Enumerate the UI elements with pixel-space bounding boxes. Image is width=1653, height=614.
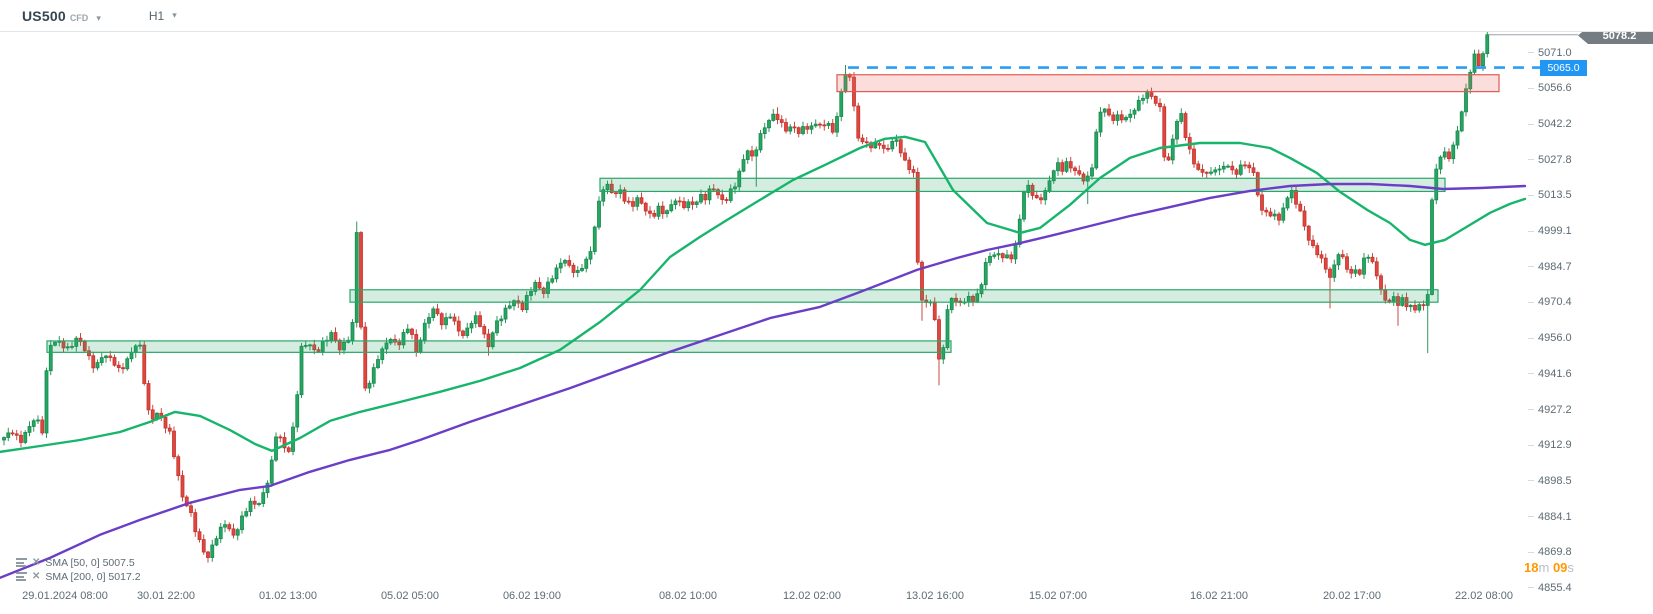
price-tick-label: 5013.5 — [1528, 189, 1648, 201]
alert-price-badge[interactable]: 5065.0 — [1540, 60, 1587, 76]
candle-countdown-timer: 18m 09s — [1524, 560, 1574, 575]
price-tick-label: 4855.4 — [1528, 582, 1648, 594]
support-zone[interactable] — [599, 177, 1446, 193]
price-tick-label: 4884.1 — [1528, 511, 1648, 523]
symbol-selector[interactable]: US500 CFD ▾ — [22, 8, 101, 24]
timer-seconds-unit: s — [1567, 560, 1574, 575]
timer-minutes: 18 — [1524, 560, 1539, 575]
price-tick-label: 5027.8 — [1528, 154, 1648, 166]
remove-indicator-icon[interactable]: ✕ — [32, 571, 41, 582]
indicator-row-sma200: ✕ SMA [200, 0] 5017.2 — [16, 570, 141, 583]
candles — [2, 25, 1490, 563]
time-tick-label: 29.01.2024 08:00 — [22, 590, 108, 602]
price-tick-label: 4984.7 — [1528, 261, 1648, 273]
time-tick-label: 05.02 05:00 — [380, 590, 440, 602]
remove-indicator-icon[interactable]: ✕ — [32, 557, 41, 568]
chart-toolbar: US500 CFD ▾ H1 ▾ — [0, 0, 1653, 32]
support-zone[interactable] — [349, 289, 1439, 303]
time-axis[interactable]: 29.01.2024 08:00 30.01 22:00 01.02 13:00 05… — [0, 586, 1528, 614]
time-tick-label: 13.02 16:00 — [905, 590, 965, 602]
indicator-label: SMA [50, 0] 5007.5 — [45, 556, 135, 569]
indicator-row-sma50: ✕ SMA [50, 0] 5007.5 — [16, 556, 141, 569]
price-tick-label: 4941.6 — [1528, 368, 1648, 380]
sma-200-line[interactable] — [0, 182, 1527, 579]
price-zones[interactable] — [46, 74, 1500, 353]
time-tick-label: 30.01 22:00 — [136, 590, 196, 602]
price-tick-label: 4970.4 — [1528, 296, 1648, 308]
time-tick-label: 01.02 13:00 — [258, 590, 318, 602]
time-tick-label: 08.02 10:00 — [658, 590, 718, 602]
time-tick-label: 06.02 19:00 — [502, 590, 562, 602]
timeframe-label: H1 — [148, 8, 165, 23]
price-tick-label: 4999.1 — [1528, 225, 1648, 237]
symbol-name: US500 — [22, 7, 66, 24]
resistance-zone[interactable] — [836, 74, 1500, 93]
price-tick-label: 5071.0 — [1528, 47, 1648, 59]
indicator-settings-icon[interactable] — [16, 558, 27, 567]
indicator-settings-icon[interactable] — [16, 572, 27, 581]
support-zone[interactable] — [46, 340, 952, 353]
timer-minutes-unit: m — [1538, 560, 1550, 575]
sma-lines — [0, 135, 1527, 579]
time-tick-label: 22.02 08:00 — [1454, 590, 1514, 602]
timeframe-selector[interactable]: H1 ▾ — [149, 9, 177, 23]
time-tick-label: 20.02 17:00 — [1322, 590, 1382, 602]
instrument-type-label: CFD — [69, 12, 89, 23]
timer-seconds: 09 — [1552, 560, 1568, 575]
price-tick-label: 4898.5 — [1528, 475, 1648, 487]
price-axis[interactable]: 5071.0 5056.6 5042.2 5027.8 5013.5 4999.1 4984… — [1528, 0, 1653, 614]
time-tick-label: 12.02 02:00 — [782, 590, 842, 602]
indicator-legend: ✕ SMA [50, 0] 5007.5 ✕ SMA [200, 0] 5017… — [16, 556, 141, 584]
time-tick-label: 16.02 21:00 — [1189, 590, 1249, 602]
sma-50-line[interactable] — [0, 135, 1527, 454]
price-tick-label: 5056.6 — [1528, 82, 1648, 94]
price-tick-label: 4912.9 — [1528, 439, 1648, 451]
chevron-down-icon: ▾ — [96, 12, 101, 23]
time-tick-label: 15.02 07:00 — [1028, 590, 1088, 602]
price-tick-label: 4927.2 — [1528, 404, 1648, 416]
overlay-lines — [848, 34, 1578, 69]
price-tick-label: 4869.8 — [1528, 546, 1648, 558]
price-tick-label: 4956.0 — [1528, 332, 1648, 344]
indicator-label: SMA [200, 0] 5017.2 — [45, 570, 141, 583]
price-tick-label: 5042.2 — [1528, 118, 1648, 130]
chevron-down-icon: ▾ — [172, 10, 177, 20]
